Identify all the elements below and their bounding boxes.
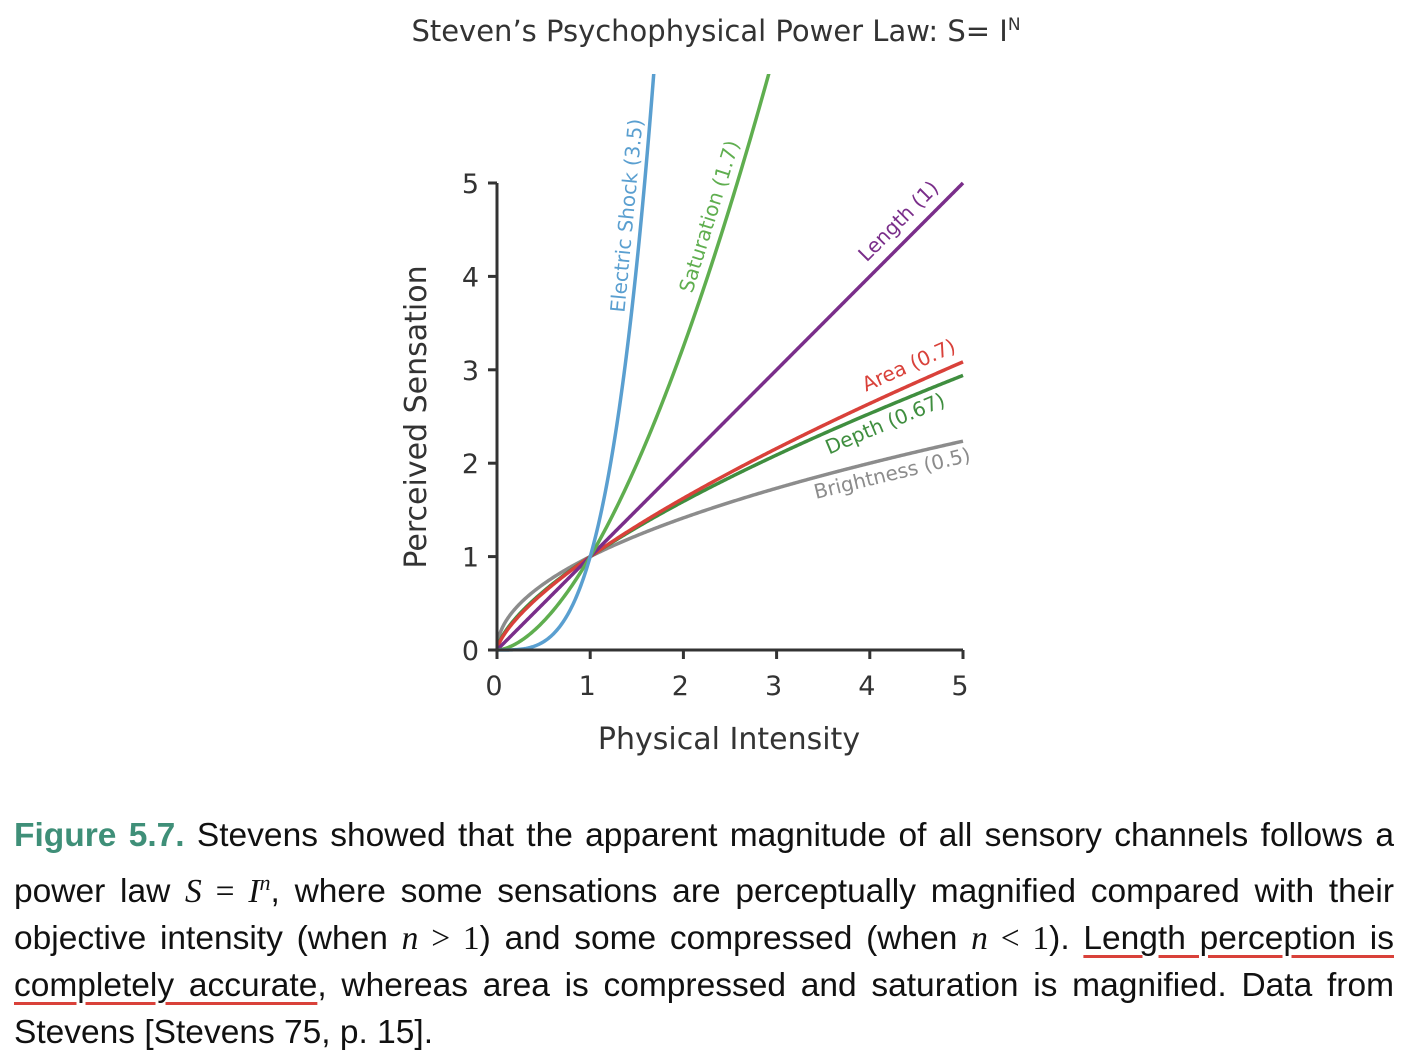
- series-line-brightness-0-5: [495, 439, 964, 651]
- equation-lhs: S: [185, 873, 202, 911]
- y-tick-label: 5: [462, 169, 479, 200]
- x-tick-label: 2: [672, 671, 689, 702]
- condition-1-rest: > 1: [418, 920, 480, 958]
- caption-text-3: ) and some compressed (when: [479, 920, 972, 958]
- x-tick-label: 5: [951, 671, 968, 702]
- y-tick-label: 0: [462, 636, 479, 667]
- series-line-area-0-7: [495, 360, 964, 651]
- y-tick-label: 2: [462, 449, 479, 480]
- series-label-length-1: Length (1): [853, 176, 943, 266]
- series-line-saturation-1-7: [496, 74, 771, 652]
- y-axis-label: Perceived Sensation: [399, 265, 434, 568]
- equation-exponent: n: [259, 870, 271, 895]
- y-tick-label: 3: [462, 356, 479, 387]
- caption-text-1: Stevens showed that the apparent magnitu…: [14, 817, 1394, 911]
- y-tick-label: 1: [462, 543, 479, 574]
- condition-2-rest: < 1: [987, 920, 1050, 958]
- chart-title: Steven’s Psychophysical Power Law: S= IN: [411, 14, 1020, 48]
- figure-caption: Figure 5.7. Stevens showed that the appa…: [14, 812, 1394, 1056]
- ticks-layer: 0 1 2 3 4 5 0 1 2 3 4 5: [462, 169, 969, 702]
- x-tick-label: 1: [579, 671, 596, 702]
- equation-base: I: [248, 873, 260, 911]
- condition-2-var: n: [971, 920, 988, 958]
- condition-1-var: n: [401, 920, 419, 958]
- caption-text-5: , whereas area is compressed and saturat…: [14, 967, 1394, 1052]
- x-tick-label: 3: [765, 671, 782, 702]
- x-tick-label: 4: [858, 671, 875, 702]
- equation-operator: =: [201, 873, 249, 911]
- series-line-length-1: [495, 181, 965, 652]
- x-axis-label: Physical Intensity: [598, 722, 860, 757]
- caption-text-4: ).: [1049, 920, 1084, 958]
- x-tick-label: 0: [485, 671, 502, 702]
- caption-text-2: , where some sensations are perceptually…: [14, 873, 1395, 958]
- highlighted-statement: Length perception is completely accurate: [14, 920, 1394, 1005]
- y-tick-label: 4: [462, 262, 479, 293]
- figure-label: Figure 5.7.: [14, 817, 185, 854]
- series-labels: Electric Shock (3.5) Saturation (1.7) Leng…: [605, 118, 972, 504]
- power-law-chart: Steven’s Psychophysical Power Law: S= IN…: [399, 14, 1021, 757]
